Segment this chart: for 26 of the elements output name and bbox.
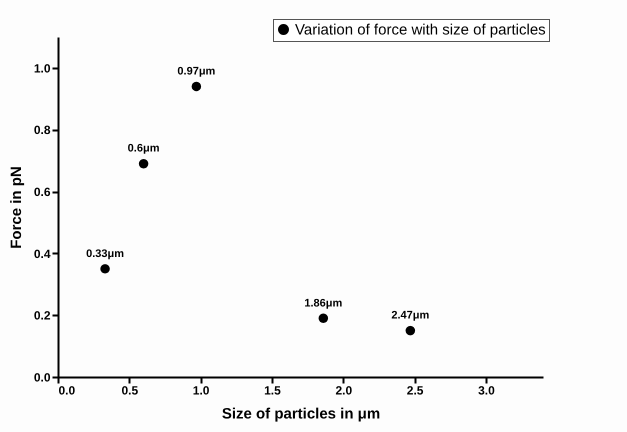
point	[138, 158, 148, 168]
x-tick-label: 0.0	[58, 384, 76, 398]
annotation: 0.6μm	[128, 142, 160, 155]
annotation: 0.33μm	[86, 248, 124, 260]
y-tick-label: 1.0	[34, 61, 51, 76]
annotation: 0.97μm	[177, 65, 216, 78]
y-tick-label: 0.8	[34, 123, 51, 138]
annotation: 1.86μm	[304, 297, 342, 310]
point	[100, 264, 110, 274]
x-tick-label: 3.0	[478, 384, 496, 398]
x-axis-title: Size of particles in μm	[222, 406, 380, 422]
annotation: 2.47μm	[391, 310, 430, 322]
y-tick-label: 0.4	[34, 246, 51, 261]
y-tick-label: 0.6	[34, 185, 51, 200]
y-tick-label: 0.2	[34, 308, 51, 323]
legend-label: Variation of force with size of particles	[295, 22, 546, 38]
point	[318, 314, 328, 324]
x-tick-label: 1.0	[192, 384, 210, 398]
point	[406, 326, 416, 336]
point	[192, 82, 202, 92]
x-tick-label: 1.5	[264, 384, 282, 398]
x-tick-label: 2.5	[406, 384, 424, 398]
x-tick-label: 2.0	[335, 384, 352, 398]
y-axis-title: Force in pN	[8, 166, 25, 249]
y-tick-label: 0.0	[34, 370, 51, 384]
x-tick-label: 0.5	[121, 384, 138, 398]
